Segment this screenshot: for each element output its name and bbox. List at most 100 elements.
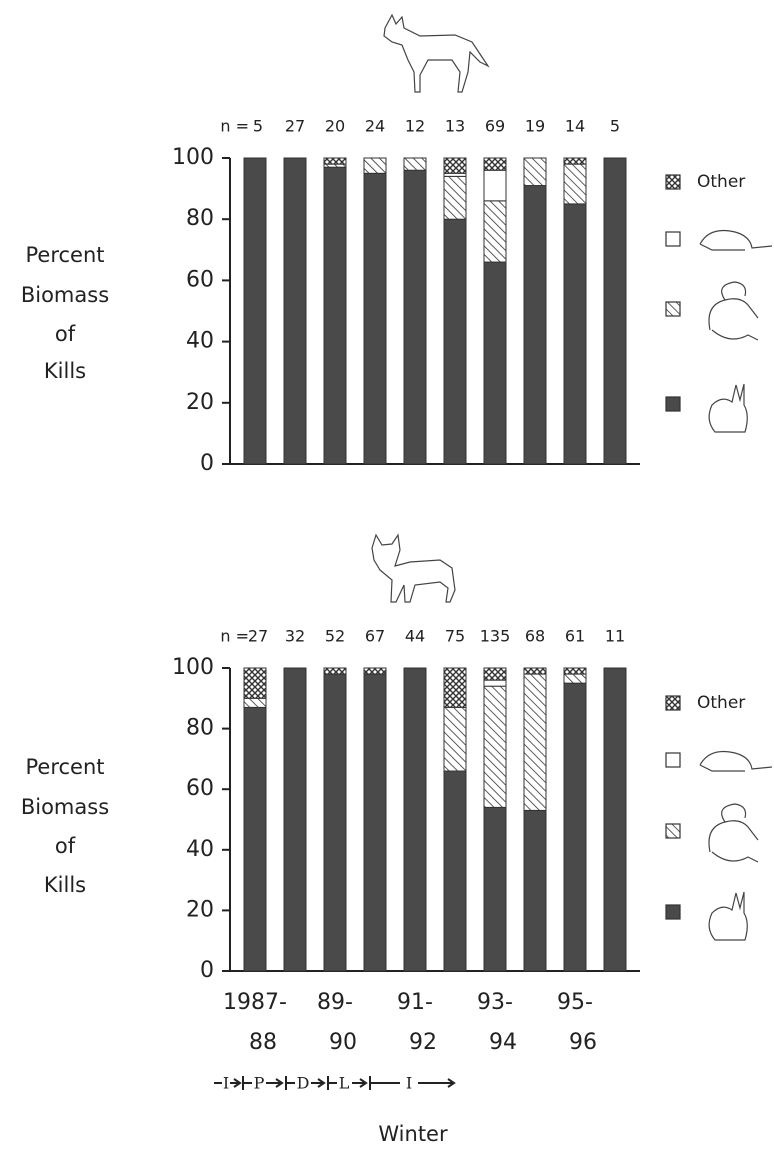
bar-segment — [603, 157, 627, 465]
bar-segment — [323, 667, 347, 675]
y-tick-label: 0 — [200, 451, 214, 476]
n-label: n = — [220, 117, 249, 136]
y-axis-label: of — [55, 322, 76, 346]
n-value: 67 — [365, 627, 385, 646]
bar-segment — [363, 673, 387, 972]
n-value: 135 — [480, 627, 511, 646]
bar-segment — [483, 200, 507, 263]
bar-segment — [523, 157, 547, 187]
n-value: 32 — [285, 627, 305, 646]
n-value: 27 — [285, 117, 305, 136]
y-tick-label: 0 — [200, 958, 214, 983]
n-value: 52 — [325, 627, 345, 646]
y-tick-label: 40 — [186, 837, 214, 862]
y-tick-label: 20 — [186, 390, 214, 415]
bar-segment — [563, 667, 587, 675]
x-tick-label: 95- — [557, 990, 593, 1015]
bar-segment — [363, 157, 387, 174]
phase-label: D — [297, 1074, 310, 1093]
legend-label: Other — [697, 693, 745, 713]
n-value: 13 — [445, 117, 465, 136]
bar-segment — [403, 157, 427, 171]
x-tick-label: 96 — [569, 1030, 597, 1055]
bar-segment — [323, 673, 347, 972]
n-value: 69 — [485, 117, 505, 136]
bar-segment — [323, 166, 347, 465]
n-value: 68 — [525, 627, 545, 646]
bar-segment — [483, 261, 507, 465]
legend-icons-top — [699, 229, 773, 433]
legend-swatch — [665, 231, 681, 247]
bar-segment — [523, 667, 547, 675]
legend-icons-bottom — [699, 750, 773, 941]
legend-swatch — [665, 695, 681, 711]
n-value: 27 — [248, 627, 268, 646]
legend-swatch — [665, 174, 681, 190]
n-value: 5 — [610, 117, 620, 136]
phase-label: P — [254, 1074, 265, 1093]
n-value: 75 — [445, 627, 465, 646]
y-axis-label: Percent — [25, 755, 104, 779]
y-tick-label: 80 — [186, 206, 214, 231]
bar-segment — [243, 667, 267, 699]
bar-segment — [523, 185, 547, 465]
phase-arrows — [214, 1076, 456, 1090]
legend-swatch — [665, 396, 681, 412]
n-value: 12 — [405, 117, 425, 136]
bar-segment — [443, 175, 467, 220]
x-tick-label: 92 — [409, 1030, 437, 1055]
bar-segment — [563, 682, 587, 972]
n-value: 11 — [605, 627, 625, 646]
x-tick-label: 90 — [329, 1030, 357, 1055]
x-tick-label: 94 — [489, 1030, 517, 1055]
x-axis-label: Winter — [378, 1122, 448, 1146]
y-tick-label: 100 — [172, 655, 214, 680]
legend-swatch — [665, 823, 681, 839]
n-value: 24 — [365, 117, 385, 136]
y-axis-label: Kills — [44, 873, 86, 897]
legend-swatch — [665, 301, 681, 317]
bar-segment — [483, 679, 507, 687]
bar-segment — [443, 667, 467, 708]
bar-segment — [243, 697, 267, 708]
n-value: 19 — [525, 117, 545, 136]
phase-label: L — [339, 1074, 350, 1093]
wolf-icon — [383, 13, 490, 93]
bar-segment — [483, 685, 507, 808]
bar-segment — [563, 157, 587, 165]
bar-segment — [523, 673, 547, 811]
y-tick-label: 100 — [172, 145, 214, 170]
y-axis-label: of — [55, 834, 76, 858]
bar-segment — [283, 667, 307, 972]
bar-segment — [483, 169, 507, 202]
y-axis-label: Biomass — [21, 283, 109, 307]
lynx-icon — [371, 533, 456, 603]
bar-segment — [363, 172, 387, 465]
bar-segment — [563, 203, 587, 465]
n-value: 44 — [405, 627, 425, 646]
bar-segment — [403, 667, 427, 972]
y-tick-label: 40 — [186, 329, 214, 354]
y-tick-label: 80 — [186, 716, 214, 741]
bar-segment — [283, 157, 307, 465]
phase-label: I — [223, 1074, 229, 1093]
x-tick-label: 1987- — [223, 990, 287, 1015]
bar-segment — [563, 673, 587, 684]
bar-segment — [523, 809, 547, 972]
bar-segment — [403, 169, 427, 465]
bar-segment — [323, 157, 347, 165]
bar-segment — [563, 163, 587, 205]
bar-segment — [483, 667, 507, 681]
n-value: 14 — [565, 117, 585, 136]
y-tick-label: 20 — [186, 897, 214, 922]
y-axis-label: Percent — [25, 243, 104, 267]
y-tick-label: 60 — [186, 776, 214, 801]
bar-segment — [483, 806, 507, 972]
x-tick-label: 91- — [397, 990, 433, 1015]
x-tick-label: 93- — [477, 990, 513, 1015]
bar-segment — [243, 157, 267, 465]
phase-label: I — [406, 1074, 412, 1093]
bar-segment — [443, 157, 467, 174]
x-tick-label: 88 — [249, 1030, 277, 1055]
